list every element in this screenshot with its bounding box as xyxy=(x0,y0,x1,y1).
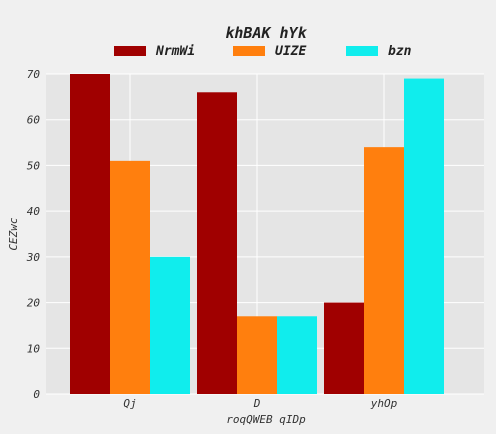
legend-label: NrmWi xyxy=(155,44,195,59)
bar xyxy=(404,78,444,395)
legend-swatch xyxy=(233,46,265,56)
x-tick-label: D xyxy=(253,397,261,410)
y-tick-label: 0 xyxy=(33,388,40,401)
y-tick-label: 50 xyxy=(27,159,41,172)
bar xyxy=(237,316,277,394)
x-axis-label: roqQWEB qIDp xyxy=(226,413,306,426)
y-tick-label: 40 xyxy=(27,205,41,218)
legend: NrmWi UIZE bzn xyxy=(114,44,412,59)
x-tick-label: yhOp xyxy=(370,397,398,410)
y-axis-ticks: 0 10 20 30 40 50 60 70 xyxy=(26,68,41,401)
bar xyxy=(150,256,190,394)
y-tick-label: 30 xyxy=(26,251,41,264)
bar xyxy=(364,147,404,394)
bar xyxy=(110,160,150,394)
bars xyxy=(70,74,444,395)
bar xyxy=(277,316,317,394)
y-tick-label: 20 xyxy=(27,297,41,310)
bar xyxy=(197,92,237,395)
chart-title: khBAK hYk xyxy=(225,24,307,42)
legend-swatch xyxy=(346,46,378,56)
legend-label: UIZE xyxy=(275,44,306,59)
bar xyxy=(324,302,364,394)
legend-swatch xyxy=(114,46,146,56)
y-tick-label: 60 xyxy=(27,114,41,127)
legend-label: bzn xyxy=(388,44,412,59)
y-tick-label: 10 xyxy=(27,342,41,355)
y-tick-label: 70 xyxy=(27,68,41,81)
bar xyxy=(70,74,110,394)
y-axis-label: CEZwc xyxy=(7,217,20,250)
x-tick-label: Qj xyxy=(123,397,136,410)
